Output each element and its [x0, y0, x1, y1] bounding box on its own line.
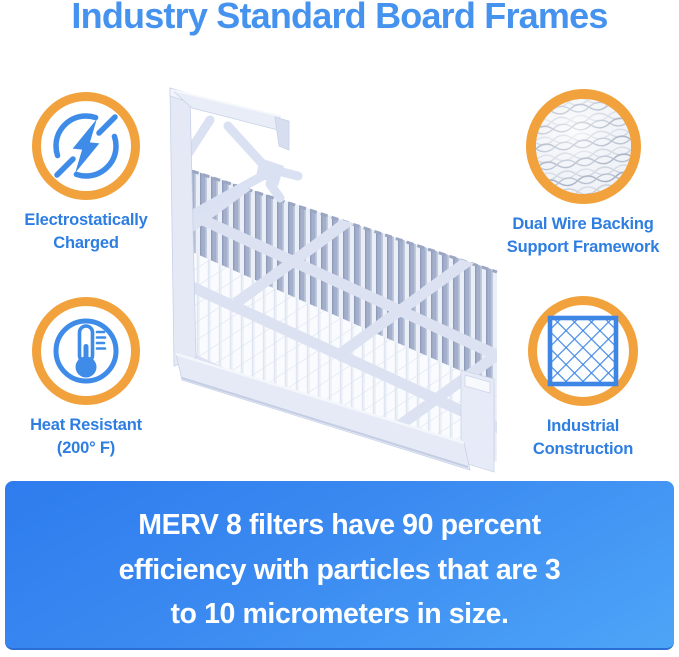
- lattice-grid-icon: [547, 315, 619, 387]
- wire-mesh-pattern: [535, 99, 631, 194]
- feature-label: Electrostatically Charged: [24, 211, 148, 252]
- board-frame: [169, 87, 290, 367]
- feature-heat-resistant: Heat Resistant (200° F): [6, 297, 166, 460]
- orange-ring: [32, 92, 140, 200]
- lattice-node: [256, 158, 284, 186]
- feature-label: Industrial Construction: [532, 417, 634, 458]
- orange-ring: [528, 296, 638, 406]
- orange-ring: [32, 297, 140, 405]
- feature-industrial-construction: Industrial Construction: [493, 296, 673, 461]
- feature-dual-wire-backing: Dual Wire Backing Support Framework: [488, 89, 678, 259]
- thermometer-icon: [53, 318, 119, 384]
- feature-label: Heat Resistant (200° F): [30, 416, 142, 457]
- air-filter-product-image: [169, 87, 498, 473]
- wire-mesh-photo-icon: [535, 99, 631, 194]
- orange-ring: [525, 89, 641, 204]
- feature-label: Dual Wire Backing Support Framework: [506, 215, 660, 256]
- heat-lines: [95, 330, 107, 350]
- frame-bottom-rail: [175, 352, 471, 471]
- merv-rating-banner: MERV 8 filters have 90 percent efficienc…: [5, 481, 674, 650]
- electrostatic-bolt-icon: [53, 113, 119, 179]
- page-title: Industry Standard Board Frames: [71, 0, 608, 36]
- feature-electrostatically-charged: Electrostatically Charged: [6, 92, 166, 255]
- frame-end-channel: [460, 369, 495, 473]
